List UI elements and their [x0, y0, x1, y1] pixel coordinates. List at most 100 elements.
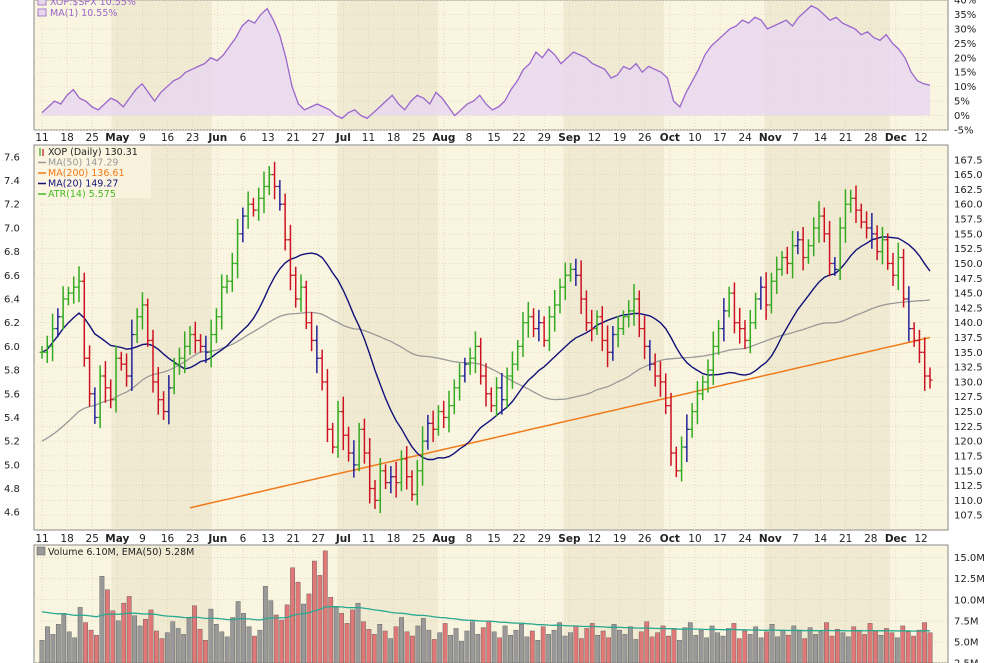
volume-bar [796, 630, 802, 663]
price-bar [451, 379, 457, 415]
ratio-y-tick: 0% [954, 111, 970, 122]
price-bar [758, 276, 764, 310]
volume-legend-title: Volume 6.10M, EMA(50) 5.28M [48, 547, 194, 558]
price-bar [420, 426, 426, 486]
price-left-tick: 4.8 [4, 484, 20, 495]
price-bar [150, 329, 156, 393]
price-bar [864, 211, 870, 239]
price-bar [763, 272, 769, 320]
volume-bar [584, 628, 590, 663]
price-bar [684, 414, 690, 463]
price-bar [367, 438, 373, 504]
top-x-tick: 9 [139, 132, 146, 144]
volume-bar [94, 634, 99, 663]
mid-x-tick: 28 [864, 533, 877, 545]
volume-bar [170, 621, 176, 663]
mid-x-tick: 24 [739, 533, 753, 545]
price-bar [768, 272, 774, 314]
volume-bar [175, 628, 181, 663]
volume-bar [824, 622, 829, 663]
top-x-tick: 27 [312, 132, 325, 144]
top-x-tick: Sep [558, 132, 581, 144]
top-x-tick: 8 [466, 132, 473, 144]
volume-bar [361, 621, 366, 663]
top-x-tick: 11 [362, 132, 375, 144]
top-x-tick: 7 [792, 132, 799, 144]
volume-bar [420, 618, 426, 663]
volume-bar [404, 631, 410, 663]
price-bar [388, 466, 394, 494]
volume-bar [551, 629, 557, 663]
top-x-tick: 16 [161, 132, 175, 144]
volume-bar [437, 632, 443, 663]
price-bar [261, 171, 267, 214]
price-bar [731, 282, 737, 334]
volume-bar [731, 623, 737, 663]
price-bar [657, 361, 663, 397]
volume-bar [502, 625, 508, 663]
volume-bar [213, 624, 219, 663]
top-x-tick: 15 [487, 132, 500, 144]
ratio-area [42, 5, 930, 119]
mid-x-tick: 17 [713, 533, 726, 545]
mid-x-tick: 26 [638, 533, 652, 545]
price-bar [811, 217, 817, 257]
mid-x-tick: 9 [139, 533, 146, 545]
price-y-tick: 162.5 [954, 185, 983, 196]
volume-bar [181, 634, 187, 663]
price-bar [520, 312, 526, 358]
price-bar [324, 369, 330, 443]
volume-bar [818, 631, 824, 663]
price-bar [219, 274, 225, 330]
volume-bar [873, 630, 878, 663]
volume-bar [835, 629, 840, 663]
price-bar [895, 242, 901, 291]
ratio-legend-swatch [37, 8, 47, 17]
volume-bar [747, 634, 753, 663]
volume-bar [257, 629, 263, 663]
mid-x-tick: Nov [759, 533, 782, 545]
volume-bar [50, 634, 56, 663]
volume-bar [911, 635, 917, 663]
price-y-tick: 160.0 [954, 200, 983, 211]
price-y-tick: 145.0 [954, 289, 983, 300]
price-bar [546, 306, 552, 352]
volume-bar [366, 629, 372, 663]
volume-bar [524, 636, 530, 663]
price-bar [853, 185, 859, 223]
price-left-tick: 6.8 [4, 247, 20, 258]
volume-bar [845, 636, 851, 663]
price-bar [504, 367, 510, 409]
volume-bar [262, 586, 268, 663]
price-y-tick: 137.5 [954, 333, 983, 344]
volume-bar [595, 634, 601, 663]
volume-bar [45, 626, 50, 663]
price-left-tick: 7.2 [4, 200, 20, 211]
price-bar [377, 457, 383, 514]
volume-bar [540, 626, 546, 663]
mid-x-tick: Oct [660, 533, 680, 545]
mid-x-axis: 11 18 25 May 9 16 23 Jun 6 13 21 27 Jul 11 18 25 Aug 8 15 2… [35, 533, 927, 545]
price-legend-bg [36, 146, 151, 198]
price-y-tick: 122.5 [954, 422, 983, 433]
volume-bar [513, 629, 519, 663]
volume-bar [568, 632, 573, 663]
volume-bar [317, 575, 323, 663]
mid-x-tick: 25 [412, 533, 425, 545]
mid-x-tick: 23 [186, 533, 199, 545]
mid-x-tick: 11 [362, 533, 375, 545]
price-bar [647, 339, 653, 371]
volume-y-tick: 7.5M [954, 616, 979, 627]
top-x-tick: 11 [35, 132, 48, 144]
price-bar [457, 363, 463, 401]
price-y-tick: 115.0 [954, 466, 983, 477]
price-bar [610, 326, 616, 361]
price-bar [356, 422, 362, 472]
volume-bar [55, 624, 61, 663]
volume-bar [769, 624, 775, 663]
volume-bar [802, 638, 808, 663]
top-x-axis: 11 18 25 May 9 16 23 Jun 6 13 21 27 Jul 11 18 25 Aug 8 15 2… [35, 132, 927, 144]
volume-bar [486, 620, 492, 663]
mid-x-tick: 13 [261, 533, 274, 545]
volume-bar [927, 632, 933, 663]
